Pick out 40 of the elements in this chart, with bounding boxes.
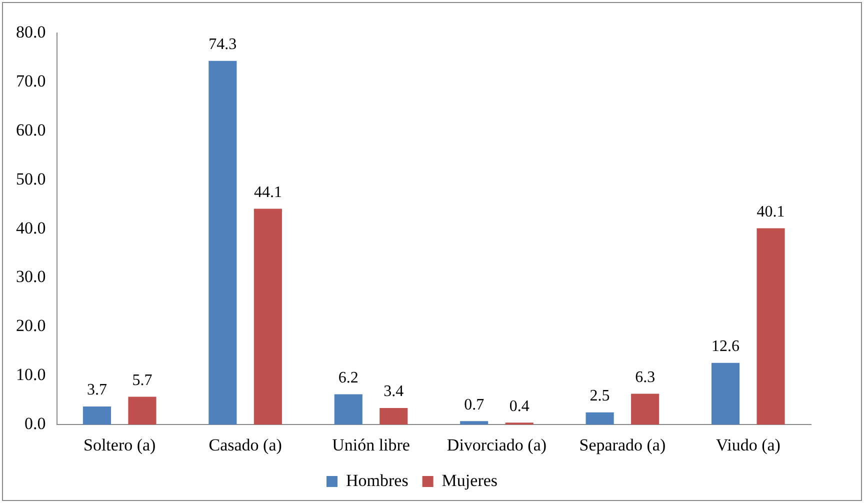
y-tick-label: 0.0	[24, 414, 46, 434]
y-tick-label: 70.0	[16, 71, 46, 90]
data-label: 44.1	[254, 184, 282, 201]
x-tick-label: Soltero (a)	[83, 435, 156, 454]
data-label: 5.7	[132, 372, 152, 389]
data-label: 0.7	[464, 396, 484, 414]
data-label: 3.4	[384, 383, 404, 400]
y-tick-label: 80.0	[16, 22, 46, 42]
data-label: 6.2	[338, 369, 358, 386]
bar	[254, 208, 282, 425]
bar	[460, 421, 488, 425]
x-tick-label: Casado (a)	[208, 435, 282, 454]
legend-label: Mujeres	[442, 470, 498, 490]
data-label: 2.5	[590, 388, 610, 405]
data-label: 74.3	[208, 36, 237, 54]
bar	[711, 362, 740, 425]
legend-label: Hombres	[346, 470, 408, 490]
y-tick-label: 40.0	[16, 218, 46, 238]
y-tick-label: 20.0	[16, 316, 46, 336]
data-label: 40.1	[756, 204, 785, 221]
data-label: 12.6	[712, 338, 740, 356]
bar	[586, 412, 614, 425]
x-tick-label: Unión libre	[332, 435, 410, 454]
bar	[128, 396, 156, 425]
y-tick-label: 30.0	[16, 267, 46, 286]
data-label: 0.4	[509, 398, 530, 415]
x-tick-label: Separado (a)	[579, 435, 666, 454]
bar	[631, 394, 660, 425]
bar	[334, 394, 362, 425]
x-tick-label: Divorciado (a)	[446, 435, 547, 454]
bar	[380, 408, 408, 425]
y-tick-label: 10.0	[16, 365, 46, 384]
bar	[82, 406, 112, 425]
data-label: 6.3	[635, 368, 656, 386]
y-tick-label: 50.0	[16, 169, 46, 188]
x-tick-label: Viudo (a)	[716, 435, 780, 454]
data-label: 3.7	[86, 382, 107, 399]
bar	[208, 60, 237, 425]
bar	[756, 228, 785, 425]
y-tick-label: 60.0	[16, 120, 46, 140]
